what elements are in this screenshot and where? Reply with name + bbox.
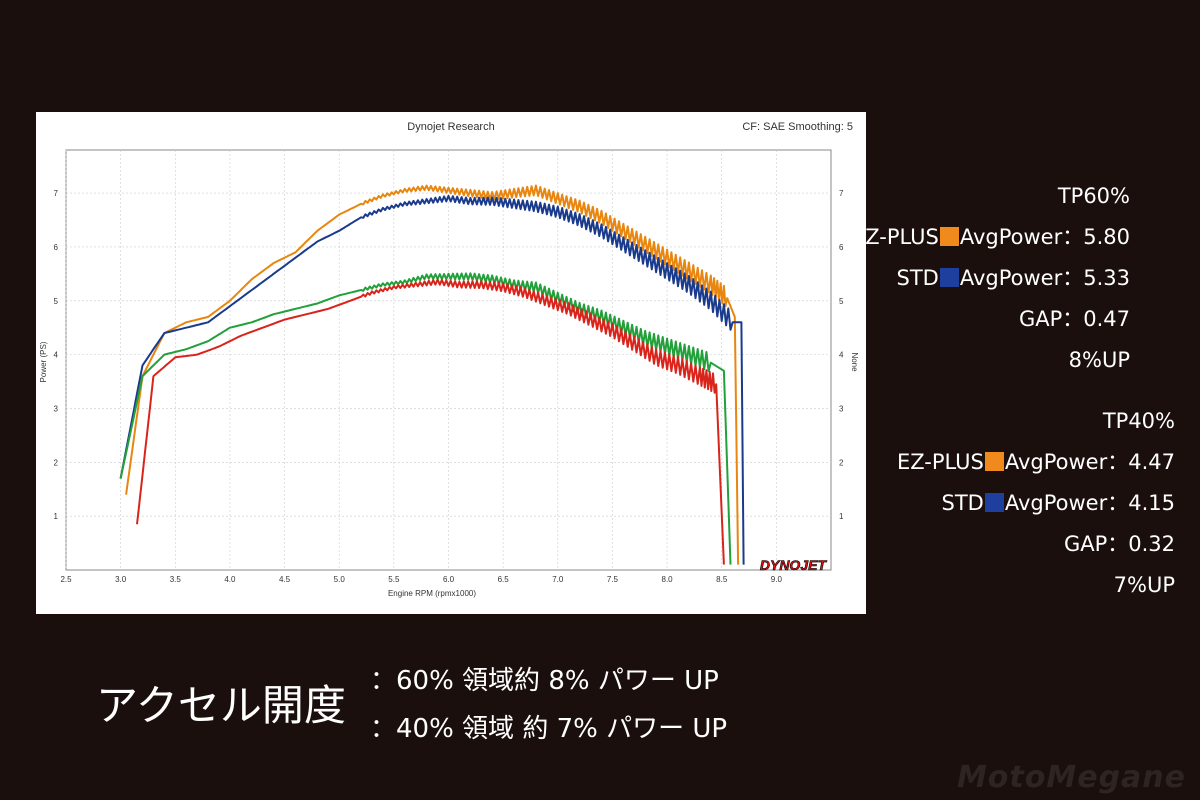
tp40-std-row: STD AvgPower：4.15	[897, 483, 1175, 524]
y-tick-label-right: 1	[839, 512, 844, 521]
tp40-std-value: AvgPower：4.15	[1004, 491, 1175, 515]
series-line-2	[119, 194, 745, 565]
x-tick-label: 8.0	[662, 575, 674, 584]
ez-color-swatch	[939, 227, 959, 246]
y-tick-label-right: 7	[839, 189, 844, 198]
y-tick-label: 6	[54, 243, 59, 252]
std-color-swatch	[939, 268, 959, 287]
x-tick-label: 3.5	[170, 575, 182, 584]
tp60-std-row: STD AvgPower：5.33	[852, 258, 1130, 299]
y-tick-label: 4	[54, 351, 59, 360]
y-tick-label-right: 4	[839, 351, 844, 360]
tp40-summary: TP40% EZ-PLUS AvgPower：4.47 STD AvgPower：4…	[897, 401, 1175, 606]
y-tick-label-right: 6	[839, 243, 844, 252]
y-tick-label-right: 5	[839, 297, 844, 306]
dyno-chart-panel: Dynojet Research CF: SAE Smoothing: 5 2.…	[36, 112, 866, 614]
x-tick-label: 3.0	[115, 575, 127, 584]
x-tick-label: 4.0	[224, 575, 236, 584]
tp40-up: 7%UP	[1113, 573, 1175, 597]
x-axis-label: Engine RPM (rpmx1000)	[388, 589, 476, 598]
tp40-std-label: STD	[941, 491, 984, 515]
x-tick-label: 6.5	[498, 575, 510, 584]
tp60-up: 8%UP	[1068, 348, 1130, 372]
x-tick-label: 8.5	[716, 575, 728, 584]
dynojet-logo: DYNOJET	[760, 557, 828, 573]
y-tick-label: 3	[54, 404, 59, 413]
y-tick-label: 5	[54, 297, 59, 306]
tp60-gap: GAP：0.47	[1018, 307, 1130, 331]
y-tick-label-right: 2	[839, 458, 844, 467]
x-tick-label: 6.0	[443, 575, 455, 584]
tp60-title: TP60%	[1057, 184, 1130, 208]
tp40-ez-value: AvgPower：4.47	[1004, 450, 1175, 474]
ez-color-swatch	[984, 452, 1004, 471]
tp60-std-value: AvgPower：5.33	[959, 266, 1130, 290]
x-tick-label: 5.0	[334, 575, 346, 584]
y-axis-right-label: None	[850, 352, 859, 372]
tp60-ez-row: EZ-PLUS AvgPower：5.80	[852, 217, 1130, 258]
caption-title: アクセル開度	[96, 681, 346, 730]
x-tick-label: 4.5	[279, 575, 291, 584]
x-tick-label: 5.5	[388, 575, 400, 584]
tp60-summary: TP60% EZ-PLUS AvgPower：5.80 STD AvgPower：5…	[852, 176, 1130, 381]
tp40-gap: GAP：0.32	[1063, 532, 1175, 556]
y-tick-label: 7	[54, 189, 59, 198]
series-line-1	[125, 184, 740, 565]
y-tick-label: 2	[54, 458, 59, 467]
tp60-std-label: STD	[896, 266, 939, 290]
series-line-4	[136, 278, 725, 565]
y-axis-label: Power (PS)	[39, 341, 48, 382]
std-color-swatch	[984, 493, 1004, 512]
tp60-ez-label: EZ-PLUS	[851, 225, 939, 249]
watermark: MotoMegane	[956, 760, 1186, 795]
x-tick-label: 2.5	[60, 575, 72, 584]
x-tick-label: 9.0	[771, 575, 783, 584]
caption-line-60: ：60% 領域約 8% パワー UP	[370, 666, 719, 696]
tp40-ez-label: EZ-PLUS	[896, 450, 984, 474]
y-tick-label: 1	[54, 512, 59, 521]
x-tick-label: 7.5	[607, 575, 619, 584]
caption-line-40: ：40% 領域 約 7% パワー UP	[370, 714, 728, 744]
chart-title: Dynojet Research	[407, 121, 494, 133]
tp60-ez-value: AvgPower：5.80	[959, 225, 1130, 249]
tp40-ez-row: EZ-PLUS AvgPower：4.47	[897, 442, 1175, 483]
dyno-chart: Dynojet Research CF: SAE Smoothing: 5 2.…	[39, 121, 859, 598]
x-tick-label: 7.0	[552, 575, 564, 584]
tp40-title: TP40%	[1102, 409, 1175, 433]
y-tick-label-right: 3	[839, 404, 844, 413]
chart-subtitle: CF: SAE Smoothing: 5	[742, 121, 853, 133]
